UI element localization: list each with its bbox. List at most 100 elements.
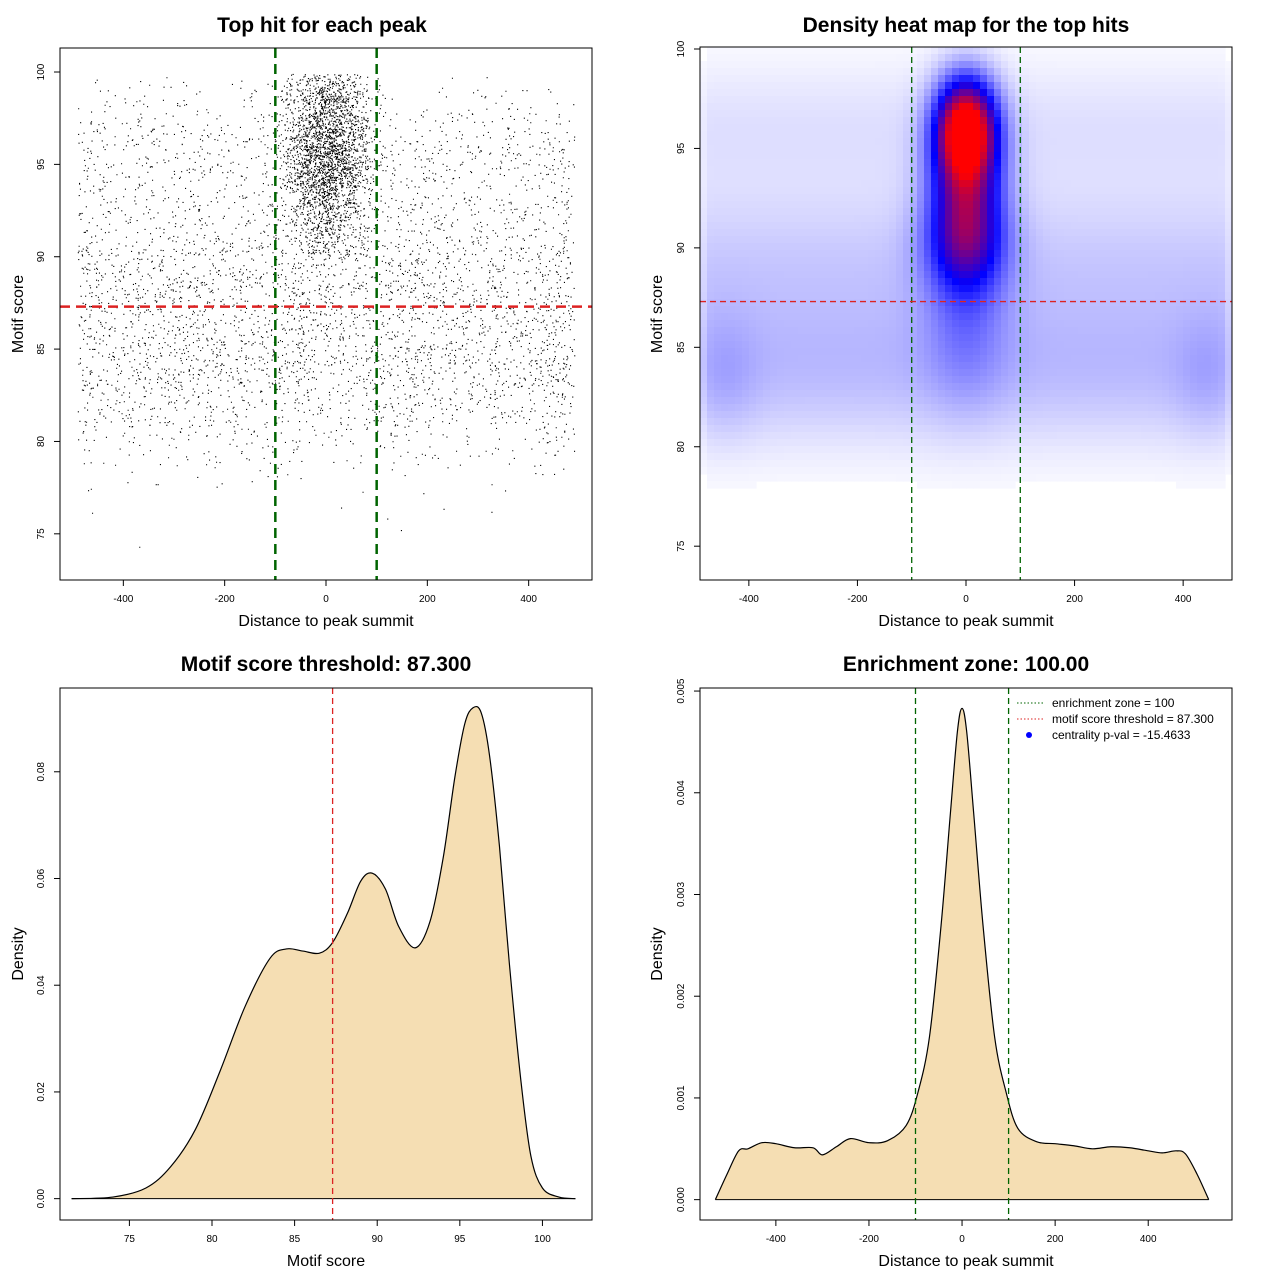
heatmap-cell xyxy=(945,390,953,398)
heatmap-cell xyxy=(840,117,848,125)
heatmap-cell xyxy=(700,362,708,370)
heatmap-cell xyxy=(966,47,974,55)
heatmap-cell xyxy=(854,432,862,440)
heatmap-cell xyxy=(798,264,806,272)
heatmap-cell xyxy=(805,124,813,132)
heatmap-cell xyxy=(861,467,869,475)
heatmap-cell xyxy=(742,418,750,426)
heatmap-cell xyxy=(1155,355,1163,363)
heatmap-cell xyxy=(1176,250,1184,258)
heatmap-cell xyxy=(973,285,981,293)
heatmap-cell xyxy=(952,208,960,216)
heatmap-cell xyxy=(1078,236,1086,244)
heatmap-cell xyxy=(1225,320,1232,328)
heatmap-cell xyxy=(1015,453,1023,461)
heatmap-cell xyxy=(770,376,778,384)
heatmap-cell xyxy=(1078,404,1086,412)
heatmap-cell xyxy=(1008,460,1016,468)
heatmap-cell xyxy=(1169,152,1177,160)
heatmap-cell xyxy=(798,96,806,104)
heatmap-cell xyxy=(1050,355,1058,363)
heatmap-cell xyxy=(1169,215,1177,223)
heatmap-cell xyxy=(868,82,876,90)
heatmap-cell xyxy=(770,271,778,279)
heatmap-cell xyxy=(966,299,974,307)
heatmap-cell xyxy=(1225,257,1232,265)
heatmap-cell xyxy=(707,306,715,314)
heatmap-cell xyxy=(1225,460,1232,468)
heatmap-cell xyxy=(1141,208,1149,216)
heatmap-cell xyxy=(840,187,848,195)
heatmap-cell xyxy=(917,397,925,405)
heatmap-cell xyxy=(1036,201,1044,209)
heatmap-cell xyxy=(945,481,953,489)
heatmap-cell xyxy=(952,89,960,97)
heatmap-cell xyxy=(847,61,855,69)
heatmap-cell xyxy=(959,152,967,160)
heatmap-cell xyxy=(707,257,715,265)
heatmap-cell xyxy=(1211,327,1219,335)
heatmap-cell xyxy=(1218,320,1226,328)
heatmap-cell xyxy=(1106,299,1114,307)
heatmap-cell xyxy=(1225,124,1232,132)
heatmap-cell xyxy=(742,285,750,293)
heatmap-cell xyxy=(1113,369,1121,377)
heatmap-cell xyxy=(938,173,946,181)
heatmap-cell xyxy=(1127,257,1135,265)
heatmap-cell xyxy=(924,306,932,314)
x-tick-label: 0 xyxy=(963,594,969,605)
heatmap-cell xyxy=(966,425,974,433)
heatmap-cell xyxy=(763,117,771,125)
heatmap-cell xyxy=(1190,243,1198,251)
heatmap-cell xyxy=(938,285,946,293)
heatmap-cell xyxy=(875,152,883,160)
heatmap-cell xyxy=(1204,453,1212,461)
heatmap-cell xyxy=(1057,278,1065,286)
heatmap-cell xyxy=(728,159,736,167)
heatmap-cell xyxy=(707,208,715,216)
heatmap-cell xyxy=(1071,285,1079,293)
heatmap-cell xyxy=(1197,341,1205,349)
heatmap-cell xyxy=(917,152,925,160)
heatmap-cell xyxy=(707,460,715,468)
heatmap-cell xyxy=(812,173,820,181)
heatmap-cell xyxy=(784,390,792,398)
heatmap-cell xyxy=(994,166,1002,174)
heatmap-cell xyxy=(791,250,799,258)
heatmap-cell xyxy=(945,250,953,258)
heatmap-cell xyxy=(777,54,785,62)
heatmap-cell xyxy=(1218,334,1226,342)
heatmap-cell xyxy=(1190,159,1198,167)
heatmap-cell xyxy=(1155,54,1163,62)
heatmap-cell xyxy=(1169,61,1177,69)
heatmap-cell xyxy=(1057,257,1065,265)
heatmap-cell xyxy=(1120,299,1128,307)
heatmap-cell xyxy=(777,446,785,454)
heatmap-cell xyxy=(1078,68,1086,76)
heatmap-cell xyxy=(973,313,981,321)
heatmap-cell xyxy=(952,110,960,118)
heatmap-cell xyxy=(812,117,820,125)
heatmap-cell xyxy=(1064,460,1072,468)
heatmap-cell xyxy=(1225,285,1232,293)
heatmap-cell xyxy=(840,362,848,370)
heatmap-cell xyxy=(1113,166,1121,174)
heatmap-cell xyxy=(1162,264,1170,272)
heatmap-cell xyxy=(1092,425,1100,433)
heatmap-cell xyxy=(700,250,708,258)
heatmap-cell xyxy=(1099,75,1107,83)
heatmap-cell xyxy=(798,292,806,300)
heatmap-cell xyxy=(959,201,967,209)
heatmap-cell xyxy=(728,68,736,76)
heatmap-cell xyxy=(917,467,925,475)
heatmap-cell xyxy=(1169,362,1177,370)
heatmap-cell xyxy=(924,411,932,419)
heatmap-cell xyxy=(805,180,813,188)
heatmap-cell xyxy=(1078,110,1086,118)
heatmap-cell xyxy=(805,355,813,363)
heatmap-cell xyxy=(1197,250,1205,258)
heatmap-cell xyxy=(1092,439,1100,447)
heatmap-cell xyxy=(1176,68,1184,76)
heatmap-cell xyxy=(707,75,715,83)
